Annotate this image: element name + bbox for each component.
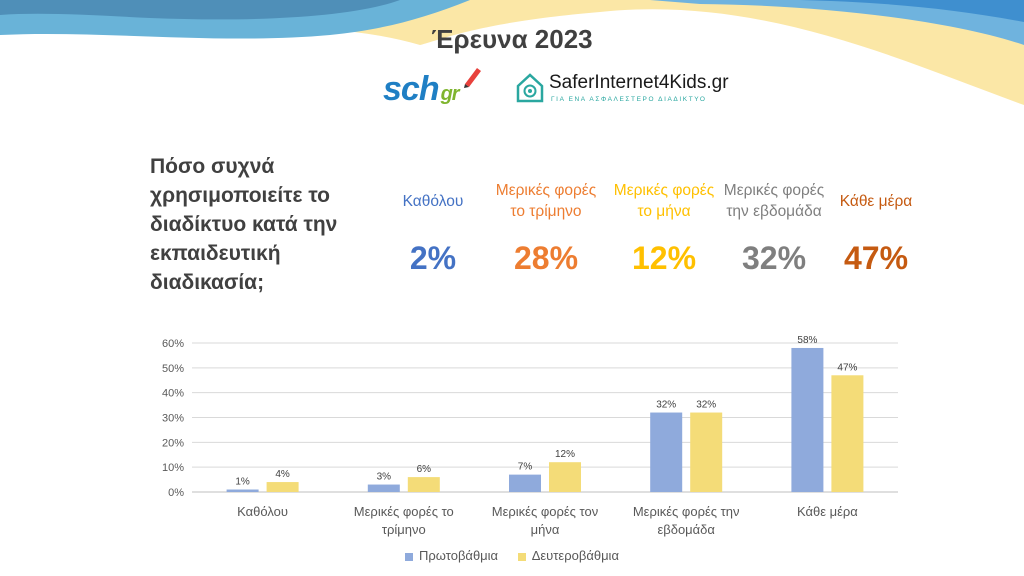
x-tick-label: Μερικές φορές την bbox=[633, 504, 740, 519]
summary-stat: Κάθε μέρα 47% bbox=[821, 168, 931, 277]
bar-data-label: 1% bbox=[235, 477, 250, 488]
summary-stat-label: Μερικές φορές το τρίμηνο bbox=[495, 182, 597, 220]
y-tick-label: 40% bbox=[162, 388, 184, 400]
house-at-icon bbox=[516, 73, 544, 103]
legend-swatch-secondary bbox=[517, 552, 526, 561]
sch-logo-suffix: gr bbox=[440, 83, 460, 105]
y-tick-label: 10% bbox=[162, 462, 184, 474]
pencil-icon bbox=[464, 68, 481, 88]
bar bbox=[549, 462, 581, 492]
summary-stat-value: 47% bbox=[843, 240, 909, 276]
bar bbox=[407, 477, 440, 492]
bar-data-label: 7% bbox=[518, 462, 533, 473]
summary-stat: Μερικές φορές το μήνα 12% bbox=[609, 168, 719, 277]
summary-stat-label: Μερικές φορές την εβδομάδα bbox=[723, 182, 825, 220]
bar-data-label: 6% bbox=[417, 464, 432, 475]
bar bbox=[831, 375, 864, 492]
legend-swatch-primary bbox=[405, 552, 414, 561]
bar bbox=[650, 412, 683, 492]
summary-stat-value: 2% bbox=[409, 240, 457, 276]
legend-label-primary: Πρωτοβάθμια bbox=[419, 548, 499, 563]
page-title: Έρευνα 2023 bbox=[431, 24, 593, 54]
legend-item-primary: Πρωτοβάθμια bbox=[405, 548, 498, 563]
bar bbox=[367, 484, 400, 492]
bar bbox=[791, 347, 824, 492]
x-tick-label: μήνα bbox=[531, 522, 560, 537]
legend-item-secondary: Δευτεροβάθμια bbox=[517, 548, 619, 563]
saferinternet4kids-name: SaferInternet4Kids.gr bbox=[549, 72, 729, 93]
survey-question: Πόσο συχνά χρησιμοποιείτε το διαδίκτυο κ… bbox=[150, 155, 338, 294]
x-tick-label: Μερικές φορές το bbox=[354, 504, 454, 519]
x-tick-label: τρίμηνο bbox=[382, 522, 426, 537]
bar bbox=[226, 489, 259, 492]
saferinternet4kids-logo: SaferInternet4Kids.gr ΓΙΑ ΕΝΑ ΑΣΦΑΛΕΣΤΕΡ… bbox=[515, 70, 729, 110]
bar-data-label: 4% bbox=[275, 469, 290, 480]
bar-data-label: 12% bbox=[555, 449, 575, 460]
chart-legend: Πρωτοβάθμια Δευτεροβάθμια bbox=[0, 548, 1024, 563]
saferinternet4kids-tagline: ΓΙΑ ΕΝΑ ΑΣΦΑΛΕΣΤΕΡΟ ΔΙΑΔΙΚΤΥΟ bbox=[551, 96, 707, 103]
summary-stat-label: Κάθε μέρα bbox=[839, 192, 913, 210]
x-tick-label: Κάθε μέρα bbox=[797, 504, 858, 519]
summary-stat: Καθόλου 2% bbox=[378, 168, 488, 277]
header-wave-decoration bbox=[0, 0, 1024, 105]
sch-logo-text: sch bbox=[383, 70, 440, 108]
summary-stat-label: Μερικές φορές το μήνα bbox=[613, 182, 715, 220]
x-tick-label: εβδομάδα bbox=[657, 522, 715, 537]
summary-stat: Μερικές φορές την εβδομάδα 32% bbox=[719, 168, 829, 277]
legend-label-secondary: Δευτεροβάθμια bbox=[531, 548, 619, 563]
bar bbox=[690, 412, 723, 492]
bar-data-label: 58% bbox=[797, 335, 817, 346]
bar-data-label: 32% bbox=[656, 400, 676, 411]
y-tick-label: 0% bbox=[168, 487, 184, 499]
summary-stat-value: 32% bbox=[741, 240, 807, 276]
y-tick-label: 60% bbox=[162, 338, 184, 350]
x-tick-label: Καθόλου bbox=[237, 504, 288, 519]
summary-stat: Μερικές φορές το τρίμηνο 28% bbox=[491, 168, 601, 277]
bar-data-label: 3% bbox=[377, 472, 392, 483]
bar-data-label: 32% bbox=[696, 400, 716, 411]
sch-logo: sch gr bbox=[383, 68, 481, 109]
summary-stat-value: 12% bbox=[631, 240, 697, 276]
x-tick-label: Μερικές φορές τον bbox=[492, 504, 599, 519]
bar bbox=[509, 474, 541, 492]
bar-data-label: 47% bbox=[837, 362, 857, 373]
y-tick-label: 50% bbox=[162, 363, 184, 375]
y-tick-label: 20% bbox=[162, 437, 184, 449]
summary-stat-value: 28% bbox=[513, 240, 579, 276]
summary-stat-label: Καθόλου bbox=[402, 192, 464, 210]
y-tick-label: 30% bbox=[162, 413, 184, 425]
bar bbox=[266, 482, 299, 492]
